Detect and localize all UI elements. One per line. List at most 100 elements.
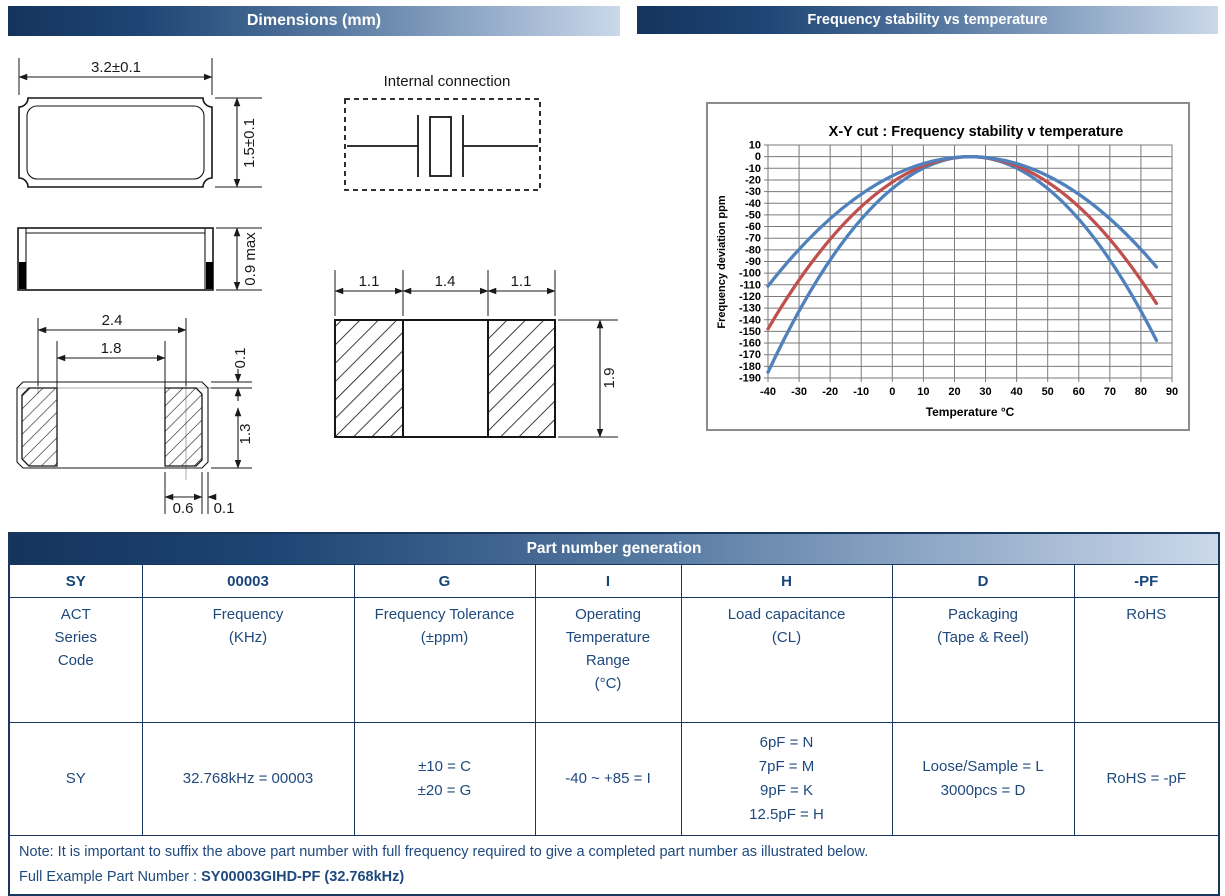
pn-value-cell-1-line: 32.768kHz = 00003 — [182, 770, 314, 787]
svg-text:10: 10 — [917, 386, 929, 398]
part-number-table: Part number generation SY 00003 G I H D -PF ACT S… — [8, 532, 1221, 896]
svg-text:50: 50 — [1042, 386, 1054, 398]
svg-text:-20: -20 — [745, 174, 761, 186]
pn-description-cell-6-line: RoHS — [1126, 606, 1167, 623]
pn-value-cell-2-line: ±10 = C — [418, 758, 471, 775]
svg-text:-40: -40 — [760, 386, 776, 398]
pn-value-cell-6: RoHS = -pF — [1073, 722, 1220, 836]
pn-code-cell-4: H — [680, 564, 893, 598]
pn-code-cell-3-line: I — [605, 572, 611, 590]
pn-code-cell-4-line: H — [781, 572, 792, 590]
datasheet-page: { "headers": { "dimensions": "Dimensions… — [8, 6, 1221, 896]
footprint-right-pad-dim: 1.1 — [511, 273, 532, 290]
side-view-height-dim: 0.9 max — [242, 232, 259, 286]
chart-y-tick-labels: 100-10-20-30-40-50-60-70-80-90-100-110-1… — [739, 140, 761, 385]
svg-text:-10: -10 — [853, 386, 869, 398]
pn-description-cell-2-line: (±ppm) — [420, 629, 469, 646]
pn-value-cell-2-line: ±20 = G — [417, 782, 472, 799]
pn-description-cell-0-line: ACT — [60, 606, 91, 623]
pn-description-cell-5: Packaging (Tape & Reel) — [891, 597, 1075, 723]
svg-text:-130: -130 — [739, 303, 761, 315]
right-terminal — [206, 262, 213, 289]
svg-text:-30: -30 — [791, 386, 807, 398]
package-top-view: 3.2±0.1 1.5±0.1 — [18, 58, 262, 188]
svg-text:-160: -160 — [739, 338, 761, 350]
chart-x-axis-title: Temperature °C — [926, 405, 1015, 419]
svg-text:40: 40 — [1010, 386, 1022, 398]
svg-text:-120: -120 — [739, 291, 761, 303]
svg-text:-150: -150 — [739, 326, 761, 338]
svg-text:-140: -140 — [739, 314, 761, 326]
internal-connection-border — [344, 98, 541, 191]
svg-text:-110: -110 — [740, 279, 761, 291]
chart-curve-shallow-blue-envelope — [766, 155, 1159, 288]
svg-text:-170: -170 — [739, 349, 761, 361]
top-offset-dim: 0.1 — [232, 348, 249, 369]
internal-connection-title: Internal connection — [384, 73, 511, 90]
footprint-drawing: 1.1 1.4 1.1 1.9 — [334, 270, 618, 438]
footprint-height-dim: 1.9 — [601, 368, 618, 389]
chart-y-axis-title: Frequency deviation ppm — [716, 195, 728, 328]
svg-text:-60: -60 — [745, 221, 761, 233]
crystal-symbol — [347, 115, 538, 177]
pn-value-cell-5-line: 3000pcs = D — [940, 782, 1026, 799]
pn-description-cell-3-line: Operating — [575, 606, 641, 623]
pad-length-dim: 1.3 — [237, 424, 254, 445]
pn-description-cell-0-line: Code — [57, 652, 94, 669]
pn-description-cell-2: Frequency Tolerance (±ppm) — [353, 597, 536, 723]
left-terminal — [19, 262, 26, 289]
pn-code-cell-5: D — [891, 564, 1075, 598]
svg-text:80: 80 — [1135, 386, 1147, 398]
chart-canvas: X-Y cut : Frequency stability v temperat… — [716, 124, 1178, 419]
svg-text:-190: -190 — [739, 373, 761, 385]
svg-text:0: 0 — [889, 386, 895, 398]
top-view-width-dim: 3.2±0.1 — [91, 59, 141, 76]
footprint-right-pad — [487, 319, 556, 438]
dimensions-section-header: Dimensions (mm) — [8, 6, 620, 36]
part-number-table-title: Part number generation — [8, 532, 1220, 565]
footprint-left-pad-dim: 1.1 — [359, 273, 380, 290]
svg-text:-70: -70 — [745, 233, 761, 245]
svg-text:-180: -180 — [739, 361, 761, 373]
pn-example-prefix: Full Example Part Number : — [19, 869, 202, 885]
pn-description-cell-4-line: Load capacitance — [727, 606, 846, 623]
pn-code-cell-2: G — [353, 564, 536, 598]
pad-width-dim: 0.6 — [173, 500, 194, 517]
frequency-section-title: Frequency stability vs temperature — [807, 12, 1048, 28]
pn-description-cell-3-line: Range — [585, 652, 631, 669]
pn-description-cell-0: ACT Series Code — [8, 597, 143, 723]
pn-code-cell-6-line: -PF — [1134, 572, 1159, 590]
bottom-left-pad — [21, 387, 58, 467]
pn-description-cell-1-line: Frequency — [212, 606, 284, 623]
svg-text:-50: -50 — [745, 209, 761, 221]
pn-value-cell-2: ±10 = C ±20 = G — [353, 722, 536, 836]
svg-text:-80: -80 — [745, 244, 761, 256]
pn-description-cell-1: Frequency (KHz) — [141, 597, 355, 723]
package-bottom-view: 2.4 1.8 0.1 1.3 0.6 0.1 — [16, 312, 254, 517]
svg-text:20: 20 — [948, 386, 960, 398]
pn-example-part-number: SY00003GIHD-PF (32.768kHz) — [201, 869, 405, 885]
bottom-right-pad — [164, 387, 203, 467]
pn-value-cell-0: SY — [8, 722, 143, 836]
svg-text:-20: -20 — [822, 386, 838, 398]
pn-description-cell-3-line: Temperature — [565, 629, 651, 646]
svg-text:-10: -10 — [745, 163, 761, 175]
pn-value-cell-4: 6pF = N 7pF = M 9pF = K 12.5pF = H — [680, 722, 893, 836]
pn-code-cell-1-line: 00003 — [227, 572, 269, 590]
svg-text:0: 0 — [755, 151, 761, 163]
pn-value-row: SY 32.768kHz = 00003 ±10 = C ±20 = G -40 ~ +… — [8, 722, 1220, 836]
svg-text:30: 30 — [979, 386, 991, 398]
pn-code-cell-0: SY — [8, 564, 143, 598]
chart-x-tick-labels: -40 -30 -20 -10 0 10 20 30 40 50 60 70 80 90 — [760, 386, 1178, 398]
svg-text:70: 70 — [1104, 386, 1116, 398]
pn-code-row: SY 00003 G I H D -PF — [8, 564, 1220, 598]
dimensions-section-title: Dimensions (mm) — [246, 12, 382, 29]
pn-description-cell-5-line: (Tape & Reel) — [937, 629, 1029, 646]
pn-value-cell-4-line: 7pF = M — [758, 758, 815, 775]
pn-title-row: Part number generation — [8, 532, 1220, 565]
top-view-height-dim: 1.5±0.1 — [241, 118, 258, 168]
pn-description-row: ACT Series Code Frequency (KHz) Frequency Tol… — [8, 597, 1220, 723]
pn-code-cell-2-line: G — [438, 572, 451, 590]
svg-text:-100: -100 — [739, 268, 761, 280]
svg-text:-40: -40 — [745, 198, 761, 210]
